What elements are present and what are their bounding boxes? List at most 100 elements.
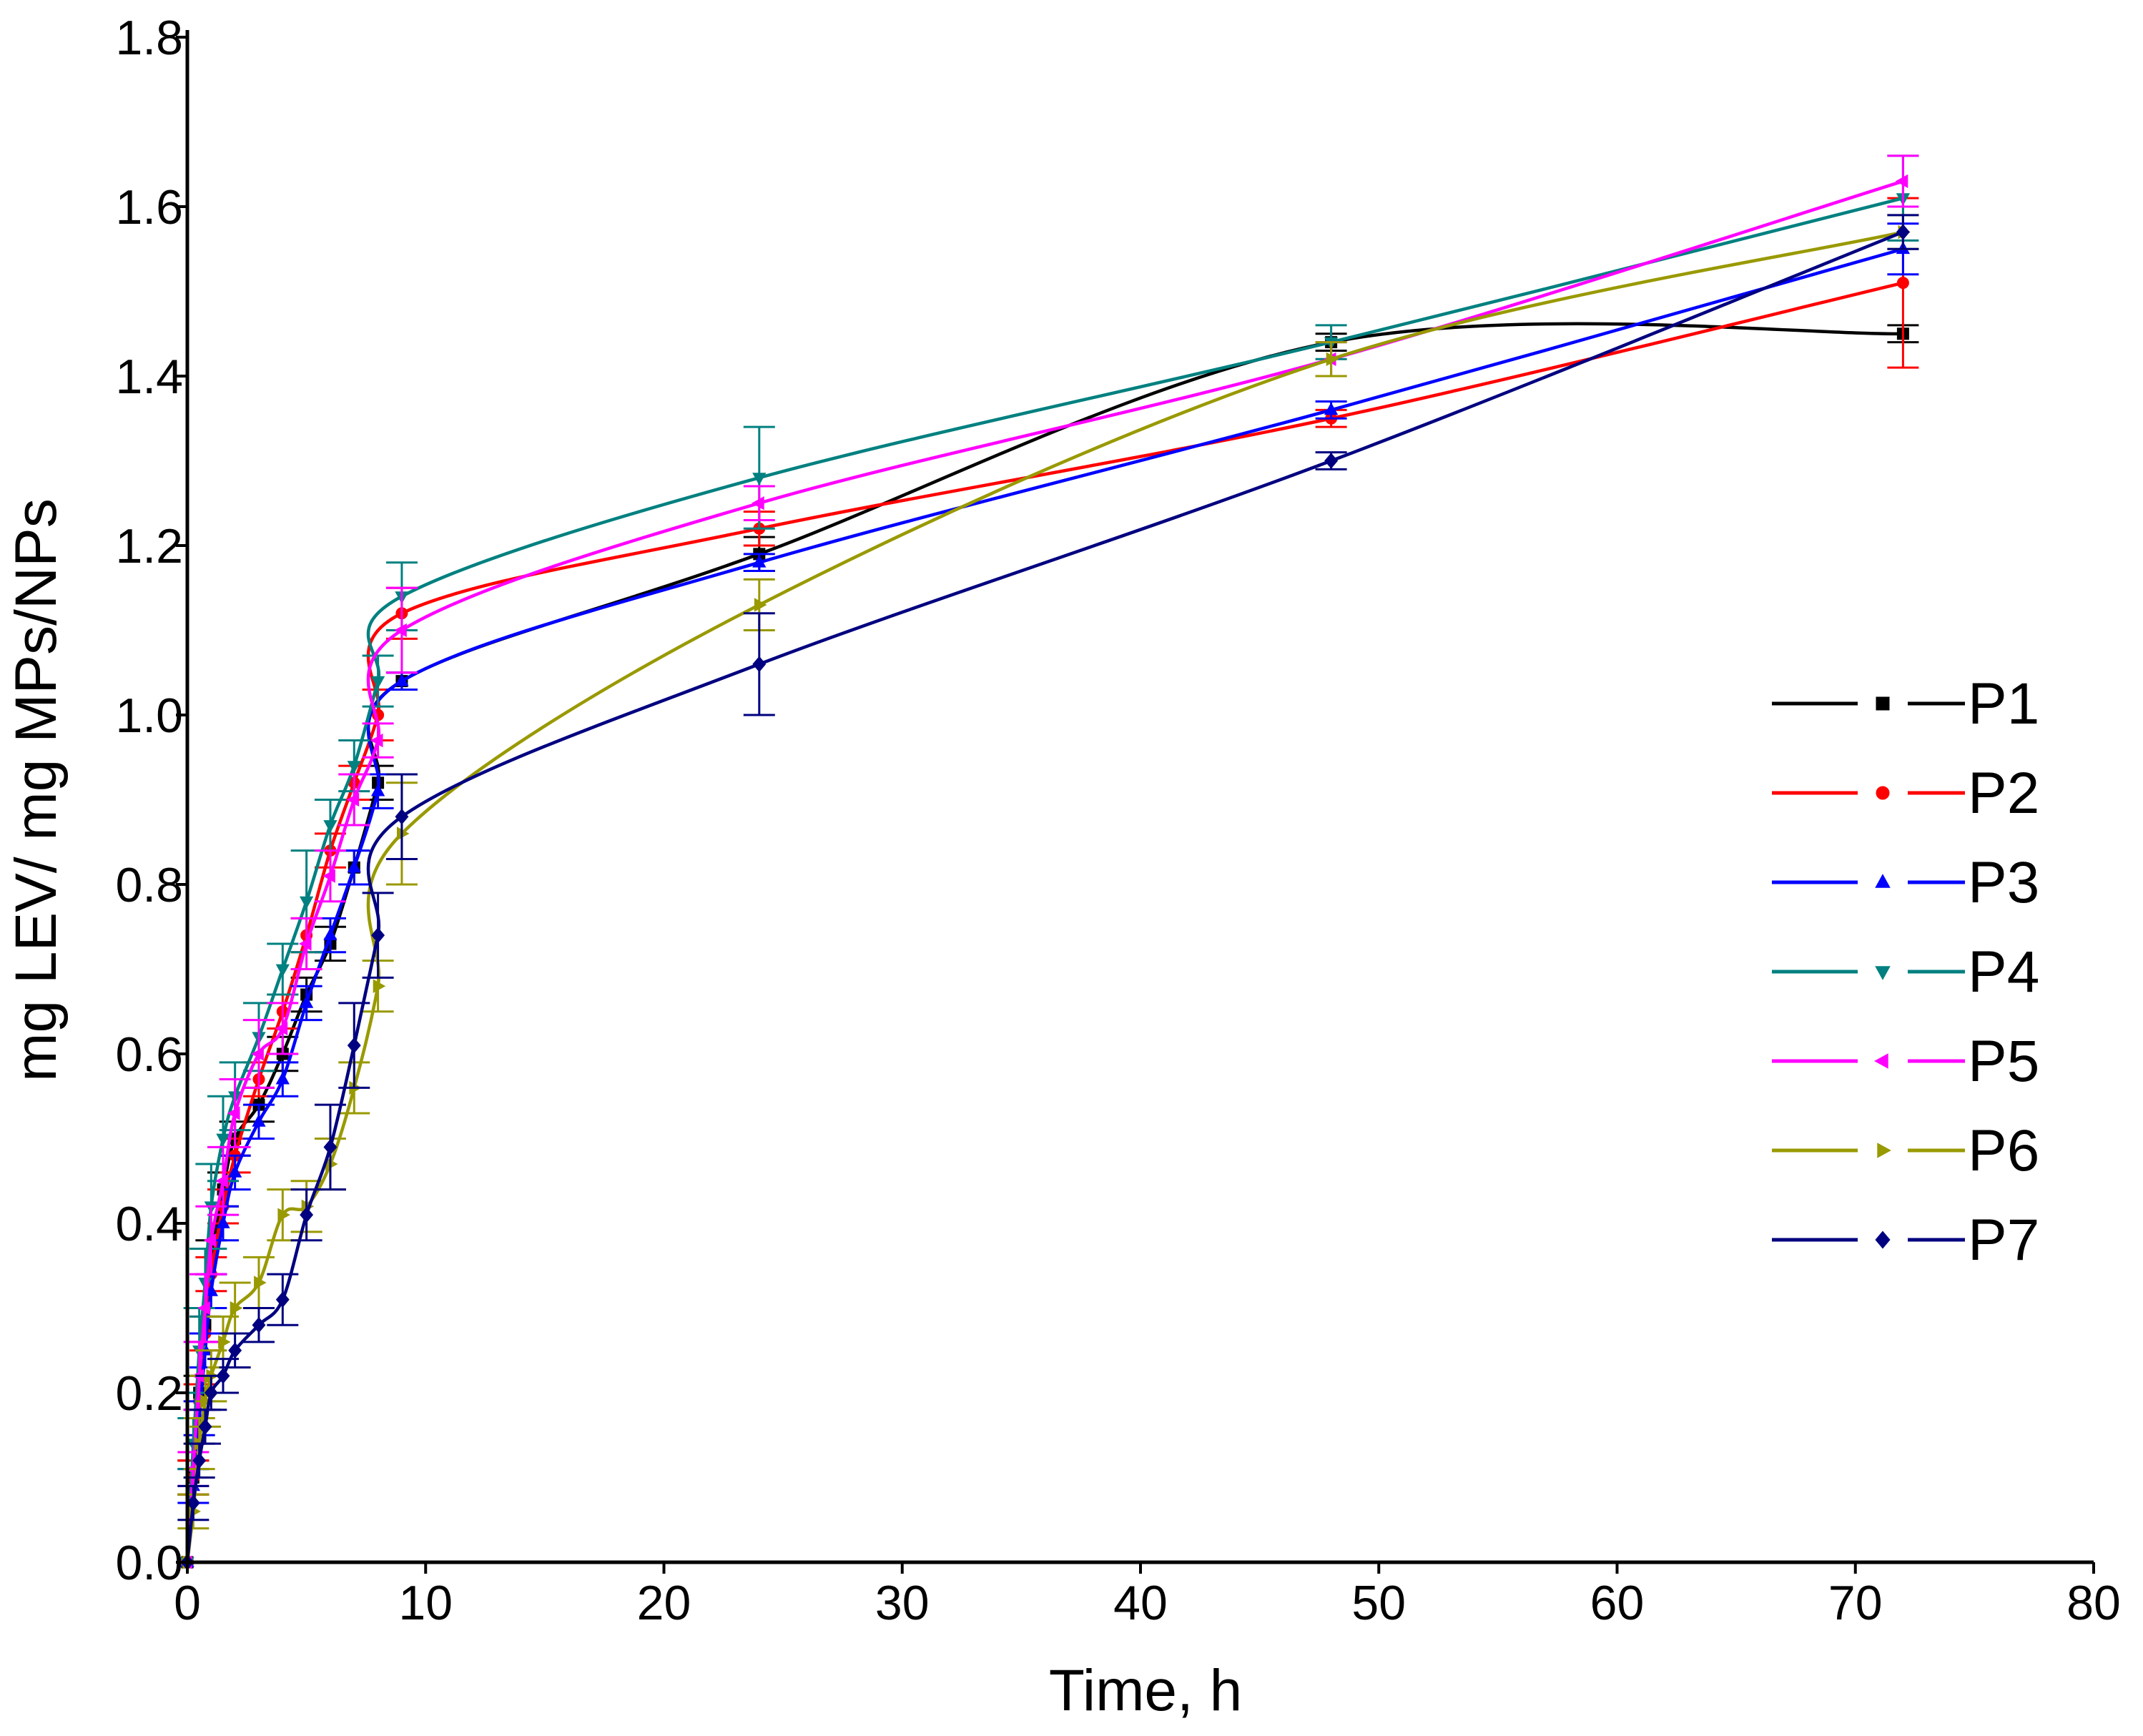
y-tick-label: 1.8 — [115, 11, 183, 65]
data-point — [227, 1106, 240, 1120]
legend-item-P1: P1 — [1772, 671, 2039, 736]
x-tick-label: 0 — [174, 1576, 201, 1630]
data-point — [373, 979, 386, 993]
data-point — [347, 1037, 361, 1054]
y-tick-label: 0.4 — [115, 1197, 183, 1251]
legend-label: P7 — [1968, 1208, 2039, 1273]
data-point — [216, 1215, 230, 1228]
data-point — [275, 1021, 288, 1036]
data-point — [1896, 277, 1909, 290]
data-point — [346, 792, 360, 807]
series-P6 — [177, 214, 1919, 1569]
series-line — [185, 196, 1903, 1563]
data-point — [252, 1114, 266, 1127]
series-P7 — [177, 214, 1919, 1571]
legend-marker — [1876, 696, 1890, 711]
data-point — [230, 1301, 243, 1316]
legend-marker — [1877, 1143, 1891, 1158]
y-tick-label: 0.6 — [115, 1027, 183, 1082]
data-point — [277, 1208, 290, 1222]
legend-label: P3 — [1968, 850, 2039, 915]
axes: 0 10 20 30 40 50 60 70 80 0.0 0.2 0.4 0.6 0.8 1.0 1.2 1.… — [115, 11, 2120, 1630]
data-point — [228, 1165, 242, 1178]
data-point — [370, 676, 385, 689]
y-tick-label: 1.2 — [115, 519, 183, 573]
data-point — [1895, 174, 1908, 189]
data-point — [323, 1139, 338, 1155]
data-point — [397, 827, 410, 841]
series-P2 — [177, 197, 1919, 1569]
data-point — [197, 1301, 210, 1316]
data-point — [215, 1174, 228, 1188]
legend-item-P3: P3 — [1772, 850, 2039, 915]
legend-marker — [1876, 786, 1890, 800]
x-tick-label: 50 — [1351, 1576, 1406, 1630]
legend: P1 P2 P3 P4 P5 P6 P7 — [1772, 671, 2039, 1273]
x-tick-label: 40 — [1113, 1576, 1168, 1630]
legend-marker — [1874, 1053, 1888, 1069]
data-point — [228, 1342, 242, 1358]
legend-marker — [1875, 966, 1891, 980]
data-point — [370, 784, 385, 797]
data-point — [299, 995, 314, 1008]
legend-item-P6: P6 — [1772, 1118, 2039, 1183]
legend-label: P6 — [1968, 1118, 2039, 1183]
x-tick-label: 70 — [1828, 1576, 1883, 1630]
data-point — [322, 869, 335, 883]
series-line — [185, 247, 1904, 1563]
data-point — [275, 1071, 290, 1085]
legend-label: P2 — [1968, 761, 2039, 826]
x-tick-label: 60 — [1590, 1576, 1645, 1630]
data-point — [192, 1452, 207, 1469]
series-P3 — [177, 222, 1919, 1567]
data-point — [275, 964, 290, 977]
legend-label: P5 — [1968, 1029, 2039, 1094]
data-point — [395, 809, 409, 825]
series-P1 — [177, 322, 1919, 1569]
series-P5 — [177, 154, 1919, 1569]
y-axis-label: mg LEV/ mg MPs/NPs — [4, 498, 69, 1082]
data-point — [754, 598, 767, 612]
data-point — [394, 623, 407, 638]
y-tick-label: 0.2 — [115, 1366, 183, 1421]
data-point — [752, 473, 767, 485]
data-point — [300, 1206, 314, 1223]
x-tick-label: 30 — [875, 1576, 930, 1630]
legend-item-P5: P5 — [1772, 1029, 2039, 1094]
data-point — [752, 656, 767, 673]
data-point — [216, 1133, 230, 1147]
y-tick-label: 1.0 — [115, 689, 183, 743]
plot-area — [177, 154, 1919, 1571]
legend-label: P4 — [1968, 939, 2039, 1005]
x-tick-label: 10 — [398, 1576, 453, 1630]
data-point — [347, 859, 361, 873]
data-point — [218, 1335, 231, 1349]
data-point — [371, 927, 385, 944]
data-point — [323, 820, 338, 833]
y-tick-label: 1.4 — [115, 350, 183, 404]
data-point — [1326, 352, 1339, 366]
data-point — [299, 896, 314, 909]
data-point — [198, 1419, 212, 1435]
y-tick-label: 0.0 — [115, 1536, 183, 1590]
y-tick-label: 0.8 — [115, 858, 183, 912]
legend-marker — [1875, 1231, 1891, 1249]
y-tick-label: 1.6 — [115, 180, 183, 235]
data-point — [275, 1291, 290, 1308]
series-P4 — [177, 154, 1919, 1570]
data-point — [254, 1276, 267, 1290]
data-point — [370, 733, 383, 748]
series-line — [185, 179, 1904, 1563]
x-tick-label: 20 — [637, 1576, 691, 1630]
legend-label: P1 — [1968, 671, 2039, 736]
legend-item-P2: P2 — [1772, 761, 2039, 826]
data-point — [752, 496, 764, 511]
data-point — [347, 761, 361, 774]
series-line — [185, 281, 1903, 1563]
data-point — [1324, 453, 1339, 469]
data-point — [395, 673, 409, 686]
x-tick-label: 80 — [2066, 1576, 2121, 1630]
data-point — [1324, 402, 1339, 415]
legend-item-P4: P4 — [1772, 939, 2039, 1005]
